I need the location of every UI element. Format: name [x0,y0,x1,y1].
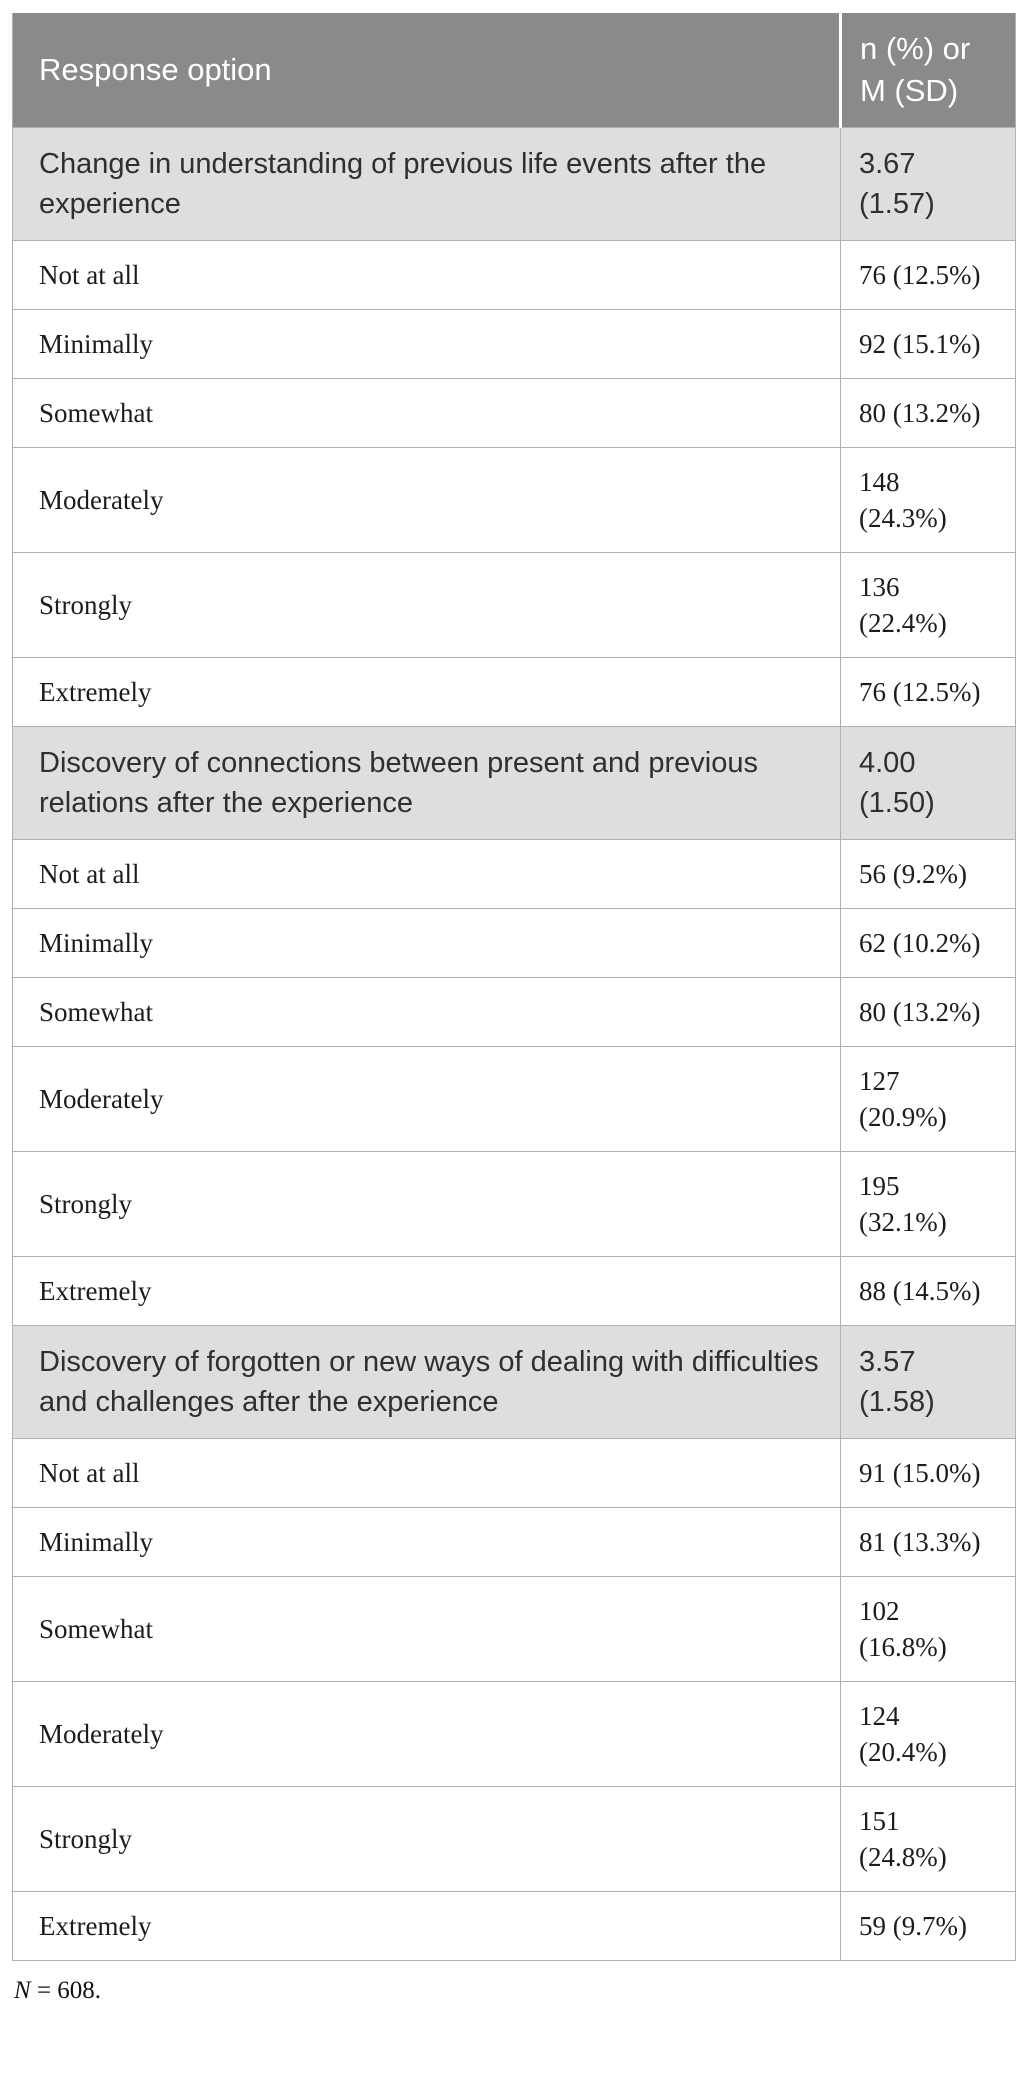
row-value: 102 (16.8%) [840,1576,1016,1682]
row-label: Somewhat [12,1576,841,1682]
table-row: Strongly 136 (22.4%) [12,552,1016,658]
table-row: Extremely 59 (9.7%) [12,1891,1016,1961]
row-value: 81 (13.3%) [840,1507,1016,1577]
header-n-or-m-sd: n (%) or M (SD) [839,13,1016,128]
table-row: Extremely 88 (14.5%) [12,1256,1016,1326]
page: Response option n (%) or M (SD) Change i… [12,13,1016,2025]
row-label: Minimally [12,1507,841,1577]
row-value: 80 (13.2%) [840,378,1016,448]
section-label: Change in understanding of previous life… [12,127,841,241]
row-value: 80 (13.2%) [840,977,1016,1047]
row-label: Minimally [12,309,841,379]
row-label: Moderately [12,447,841,553]
row-label: Not at all [12,839,841,909]
row-label: Moderately [12,1046,841,1152]
row-label: Not at all [12,1438,841,1508]
footnote-n-symbol: N [14,1977,31,2004]
row-value: 151 (24.8%) [840,1786,1016,1892]
row-value: 59 (9.7%) [840,1891,1016,1961]
row-value: 91 (15.0%) [840,1438,1016,1508]
section-row: Discovery of connections between present… [12,726,1016,840]
row-value: 62 (10.2%) [840,908,1016,978]
row-label: Somewhat [12,378,841,448]
table-row: Moderately 127 (20.9%) [12,1046,1016,1152]
footnote-text: = 608. [30,1977,102,2004]
row-value: 76 (12.5%) [840,657,1016,727]
section-row: Discovery of forgotten or new ways of de… [12,1325,1016,1439]
row-value: 124 (20.4%) [840,1681,1016,1787]
row-value: 76 (12.5%) [840,240,1016,310]
table-row: Moderately 148 (24.3%) [12,447,1016,553]
row-value: 92 (15.1%) [840,309,1016,379]
section-value: 3.57 (1.58) [840,1325,1016,1439]
row-label: Not at all [12,240,841,310]
row-label: Strongly [12,552,841,658]
row-label: Extremely [12,1256,841,1326]
table-row: Not at all 76 (12.5%) [12,240,1016,310]
row-label: Somewhat [12,977,841,1047]
row-value: 148 (24.3%) [840,447,1016,553]
row-label: Minimally [12,908,841,978]
table-row: Somewhat 80 (13.2%) [12,977,1016,1047]
table-header-row: Response option n (%) or M (SD) [12,13,1016,128]
row-value: 56 (9.2%) [840,839,1016,909]
row-value: 195 (32.1%) [840,1151,1016,1257]
table-row: Extremely 76 (12.5%) [12,657,1016,727]
table-footnote: N = 608. [14,1977,1015,2025]
table-row: Minimally 62 (10.2%) [12,908,1016,978]
row-label: Extremely [12,1891,841,1961]
section-row: Change in understanding of previous life… [12,127,1016,241]
table-row: Somewhat 80 (13.2%) [12,378,1016,448]
section-label: Discovery of connections between present… [12,726,841,840]
table-row: Minimally 81 (13.3%) [12,1507,1016,1577]
row-label: Strongly [12,1151,841,1257]
table-row: Strongly 151 (24.8%) [12,1786,1016,1892]
section-value: 4.00 (1.50) [840,726,1016,840]
header-response-option: Response option [12,13,841,128]
table-row: Somewhat 102 (16.8%) [12,1576,1016,1682]
section-value: 3.67 (1.57) [840,127,1016,241]
row-value: 127 (20.9%) [840,1046,1016,1152]
row-label: Extremely [12,657,841,727]
section-label: Discovery of forgotten or new ways of de… [12,1325,841,1439]
row-label: Strongly [12,1786,841,1892]
table-row: Strongly 195 (32.1%) [12,1151,1016,1257]
response-table: Response option n (%) or M (SD) Change i… [12,13,1016,1961]
table-row: Moderately 124 (20.4%) [12,1681,1016,1787]
row-value: 136 (22.4%) [840,552,1016,658]
row-label: Moderately [12,1681,841,1787]
row-value: 88 (14.5%) [840,1256,1016,1326]
table-row: Not at all 56 (9.2%) [12,839,1016,909]
table-row: Minimally 92 (15.1%) [12,309,1016,379]
table-row: Not at all 91 (15.0%) [12,1438,1016,1508]
